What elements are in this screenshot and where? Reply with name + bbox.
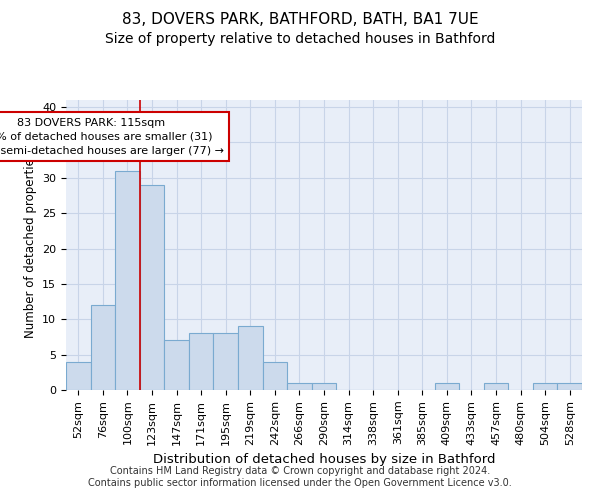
Bar	[557, 383, 582, 390]
Bar	[189, 334, 214, 390]
Bar	[533, 383, 557, 390]
Bar	[91, 305, 115, 390]
Y-axis label: Number of detached properties: Number of detached properties	[23, 152, 37, 338]
Bar	[263, 362, 287, 390]
Text: 83, DOVERS PARK, BATHFORD, BATH, BA1 7UE: 83, DOVERS PARK, BATHFORD, BATH, BA1 7UE	[122, 12, 478, 28]
Bar	[434, 383, 459, 390]
Bar	[484, 383, 508, 390]
Bar	[66, 362, 91, 390]
Bar	[115, 170, 140, 390]
Bar	[312, 383, 336, 390]
Bar	[238, 326, 263, 390]
Bar	[164, 340, 189, 390]
Text: Size of property relative to detached houses in Bathford: Size of property relative to detached ho…	[105, 32, 495, 46]
Bar	[214, 334, 238, 390]
Bar	[287, 383, 312, 390]
Text: 83 DOVERS PARK: 115sqm
← 28% of detached houses are smaller (31)
71% of semi-det: 83 DOVERS PARK: 115sqm ← 28% of detached…	[0, 118, 224, 156]
Text: Contains HM Land Registry data © Crown copyright and database right 2024.
Contai: Contains HM Land Registry data © Crown c…	[88, 466, 512, 487]
Bar	[140, 185, 164, 390]
X-axis label: Distribution of detached houses by size in Bathford: Distribution of detached houses by size …	[153, 453, 495, 466]
